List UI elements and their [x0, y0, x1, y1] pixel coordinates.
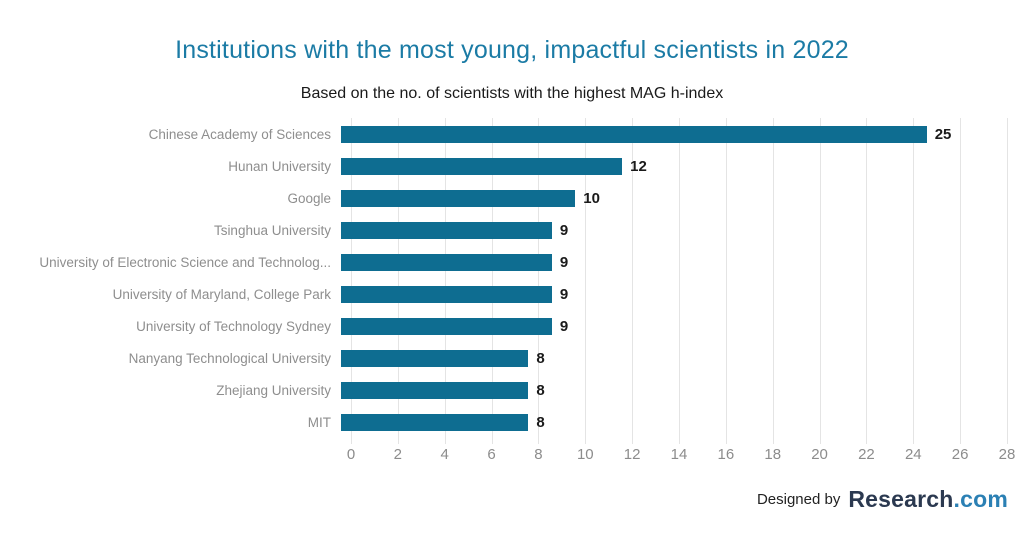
bar-track: 8	[341, 342, 997, 374]
category-label: Hunan University	[228, 158, 331, 174]
bar-row: Tsinghua University 9	[0, 214, 1024, 246]
x-tick-label: 6	[487, 446, 496, 463]
bar-row: MIT 8	[0, 406, 1024, 438]
bar-track: 8	[341, 374, 997, 406]
bar-track: 9	[341, 246, 997, 278]
gridline	[960, 118, 962, 444]
x-tick-label: 22	[858, 446, 875, 463]
research-com-logo: Research.com	[848, 486, 1008, 513]
bar-track: 8	[341, 406, 997, 438]
bar-rows: Chinese Academy of Sciences 25 Hunan Unive…	[0, 118, 1024, 438]
gridline	[538, 118, 540, 444]
bar-track: 12	[341, 150, 997, 182]
x-tick-label: 14	[670, 446, 688, 463]
bar-track: 9	[341, 214, 997, 246]
category-label: University of Maryland, College Park	[112, 286, 331, 302]
bar	[341, 285, 552, 303]
category-label: Zhejiang University	[216, 382, 331, 398]
bar-track: 10	[341, 182, 997, 214]
bar	[341, 349, 529, 367]
bar	[341, 413, 529, 431]
x-tick-label: 2	[393, 446, 403, 463]
footer-credit: Designed by Research.com	[757, 486, 1008, 513]
value-label: 8	[536, 413, 545, 431]
x-tick-label: 0	[346, 446, 356, 463]
gridline	[491, 118, 493, 444]
bar-row: Hunan University 12	[0, 150, 1024, 182]
gridline	[351, 118, 352, 444]
value-label: 8	[536, 349, 545, 367]
gridline	[866, 118, 868, 444]
value-label: 8	[536, 381, 545, 399]
x-tick-label: 16	[717, 446, 735, 463]
value-label: 10	[583, 189, 600, 207]
x-tick-label: 4	[440, 446, 449, 463]
bar	[341, 189, 576, 207]
category-label: Chinese Academy of Sciences	[148, 126, 331, 142]
x-tick-label: 28	[998, 446, 1016, 463]
gridline	[444, 118, 446, 444]
logo-research-text: Research	[848, 486, 954, 512]
x-tick-label: 20	[811, 446, 828, 463]
logo-com-text: .com	[953, 486, 1008, 512]
bar	[341, 125, 927, 143]
category-label: Nanyang Technological University	[128, 350, 331, 366]
x-tick-label: 26	[951, 446, 969, 463]
gridline	[679, 118, 680, 444]
value-label: 9	[559, 253, 569, 271]
x-tick-label: 8	[534, 446, 543, 463]
gridline	[725, 118, 727, 444]
bar	[341, 221, 552, 239]
bar-row: University of Maryland, College Park 9	[0, 278, 1024, 310]
x-tick-label: 18	[764, 446, 782, 463]
x-tick-label: 10	[576, 446, 594, 463]
value-label: 25	[934, 125, 952, 143]
bar-row: Google 10	[0, 182, 1024, 214]
bar	[341, 157, 623, 175]
bar-track: 9	[341, 278, 997, 310]
bar-row: University of Electronic Science and Tec…	[0, 246, 1024, 278]
bar-row: University of Technology Sydney 9	[0, 310, 1024, 342]
bar	[341, 381, 529, 399]
gridline	[772, 118, 774, 444]
chart-subtitle: Based on the no. of scientists with the …	[300, 85, 724, 102]
value-label: 12	[630, 157, 647, 175]
bar	[341, 253, 552, 271]
x-axis: 0 2 4 6 8 10 12 14 16 18 20 22 24 26 28	[347, 446, 1016, 466]
gridline	[913, 118, 915, 444]
designed-by-text: Designed by	[756, 491, 841, 508]
bar-row: Nanyang Technological University 8	[0, 342, 1024, 374]
gridline	[397, 118, 399, 444]
value-label: 9	[559, 285, 569, 303]
gridline	[819, 118, 821, 444]
category-label: Google	[287, 190, 331, 206]
category-label: University of Technology Sydney	[136, 318, 331, 334]
x-tick-label: 12	[623, 446, 641, 463]
category-label: Tsinghua University	[213, 222, 331, 238]
bar-row: Zhejiang University 8	[0, 374, 1024, 406]
gridline	[632, 118, 634, 444]
chart-title: Institutions with the most young, impact…	[175, 36, 849, 64]
category-label: MIT	[307, 414, 331, 430]
bar-row: Chinese Academy of Sciences 25	[0, 118, 1024, 150]
value-label: 9	[559, 221, 569, 239]
bar	[341, 317, 552, 335]
x-tick-label: 24	[904, 446, 922, 463]
plot-area	[351, 118, 1008, 444]
value-label: 9	[559, 317, 569, 335]
bar-track: 9	[341, 310, 997, 342]
bar-track: 25	[341, 118, 997, 150]
category-label: University of Electronic Science and Tec…	[39, 254, 331, 270]
gridline	[585, 118, 587, 444]
gridline	[1007, 118, 1008, 444]
